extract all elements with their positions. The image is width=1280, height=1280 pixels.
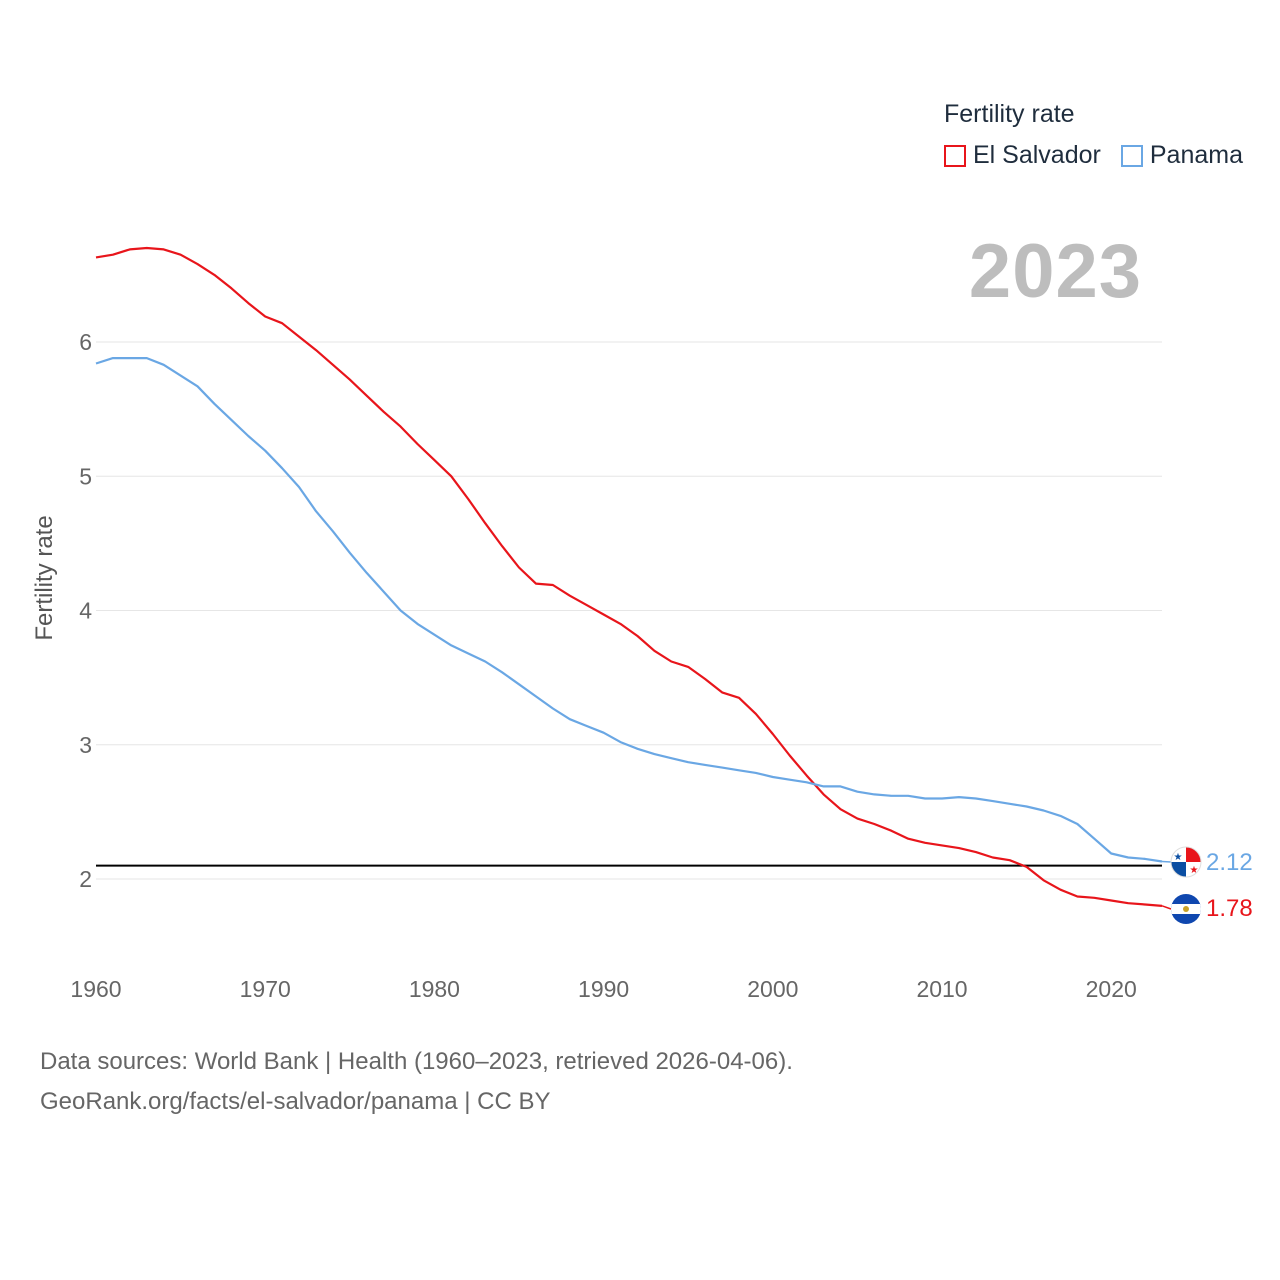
footer: Data sources: World Bank | Health (1960–… <box>40 1042 793 1122</box>
footer-link[interactable]: GeoRank.org/facts/el-salvador/panama | C… <box>40 1088 551 1115</box>
x-tick-labels: 1960 1970 1980 1990 2000 2010 2020 <box>70 976 1136 1002</box>
y-tick-labels: 2 3 4 5 6 <box>79 329 92 892</box>
y-tick-2: 2 <box>79 866 92 892</box>
legend-label-el-salvador: El Salvador <box>973 141 1101 169</box>
x-tick-2020: 2020 <box>1086 976 1137 1002</box>
y-axis-label: Fertility rate <box>31 515 58 640</box>
panama-flag-icon: ★★ <box>1170 846 1202 878</box>
series-line-panama <box>95 357 1163 863</box>
y-tick-3: 3 <box>79 732 92 758</box>
legend: Fertility rate El Salvador Panama <box>944 100 1243 170</box>
x-tick-1990: 1990 <box>578 976 629 1002</box>
x-tick-1980: 1980 <box>409 976 460 1002</box>
y-tick-6: 6 <box>79 329 92 355</box>
legend-label-panama: Panama <box>1149 141 1243 169</box>
svg-text:★: ★ <box>1190 865 1199 876</box>
el-salvador-flag-icon <box>1171 894 1201 924</box>
el-salvador-end-value: 1.78 <box>1206 895 1253 922</box>
x-tick-2010: 2010 <box>916 976 967 1002</box>
series-lines <box>95 246 1163 907</box>
el-salvador-swatch <box>944 144 966 167</box>
svg-text:★: ★ <box>1174 852 1183 863</box>
y-tick-5: 5 <box>79 463 92 489</box>
el-salvador-end-connector <box>1161 905 1172 910</box>
footer-sources: Data sources: World Bank | Health (1960–… <box>40 1048 793 1075</box>
series-line-el-salvador <box>95 246 1163 907</box>
end-markers: ★★ 2.12 1.78 <box>1161 846 1253 924</box>
panama-swatch <box>1120 144 1143 167</box>
x-tick-1970: 1970 <box>240 976 291 1002</box>
panama-end-value: 2.12 <box>1206 849 1253 876</box>
x-tick-2000: 2000 <box>747 976 798 1002</box>
y-tick-4: 4 <box>79 598 92 624</box>
legend-item-panama[interactable]: Panama <box>1120 141 1243 170</box>
x-tick-1960: 1960 <box>70 976 121 1002</box>
legend-title: Fertility rate <box>944 100 1075 128</box>
gridlines <box>96 341 1162 880</box>
legend-item-el-salvador[interactable]: El Salvador <box>944 141 1101 170</box>
current-year-label: 2023 <box>968 229 1142 314</box>
